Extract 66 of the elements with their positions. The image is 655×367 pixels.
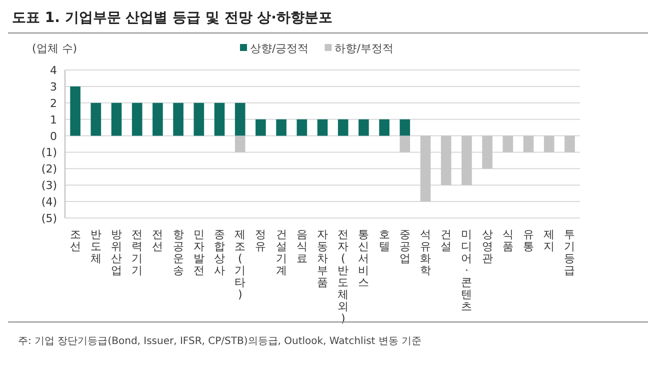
y-tick-label: 1: [50, 113, 57, 126]
x-tick-label: 방위산업: [111, 228, 122, 277]
x-tick-label: 민자발전: [193, 228, 204, 277]
bar: [564, 136, 575, 152]
bar: [90, 102, 102, 136]
x-tick-label: 전선: [152, 228, 164, 253]
bar: [358, 119, 369, 136]
y-tick-label: 4: [50, 64, 57, 77]
x-tick-label: 정유: [255, 228, 266, 253]
bar: [234, 102, 246, 136]
y-tick-label: (5): [41, 212, 57, 225]
bar: [482, 136, 492, 169]
y-tick-label: 0: [50, 130, 57, 143]
x-tick-label: 종합상사: [214, 228, 225, 277]
bar: [214, 102, 225, 136]
bar: [256, 119, 266, 136]
x-tick-label: 호텔: [378, 228, 390, 253]
y-axis-title: (업체 수): [32, 42, 78, 55]
y-tick-label: (2): [41, 162, 57, 176]
bar: [523, 136, 534, 152]
x-tick-label: 투기등급: [564, 228, 576, 277]
x-tick-label: 건설: [440, 228, 452, 253]
x-tick-label: 제지: [544, 228, 555, 253]
y-tick-label: 3: [50, 80, 57, 94]
bar: [296, 119, 308, 136]
x-tick-label: 항공운송: [172, 228, 184, 277]
chart-title: 도표 1. 기업부문 산업별 등급 및 전망 상·하향분포: [12, 10, 332, 26]
x-tick-label: 건설기계: [276, 228, 287, 277]
x-tick-label: 중공업: [399, 228, 410, 265]
legend-label: 하향/부정적: [334, 42, 394, 55]
x-tick-label: 석유화학: [420, 228, 431, 277]
bar: [400, 119, 410, 136]
bar: [276, 119, 286, 136]
bar: [111, 102, 122, 136]
bar: [152, 102, 163, 136]
bar: [173, 102, 184, 136]
x-tick-label: 조선: [70, 228, 81, 253]
bar: [544, 136, 554, 152]
bar: [317, 119, 328, 136]
bar: [132, 102, 142, 136]
bar: [194, 102, 204, 136]
bar: [502, 136, 514, 152]
x-tick-label: 식품: [502, 228, 514, 253]
x-tick-label: 유통: [523, 228, 534, 253]
x-tick-label: 전력기기: [132, 228, 143, 277]
x-tick-label: 상영관: [482, 228, 493, 265]
x-tick-label: 반도체: [90, 228, 102, 265]
y-tick-label: 2: [50, 96, 57, 110]
bar: [400, 136, 410, 152]
x-tick-label: 미디어·콘텐츠: [461, 228, 472, 313]
text: 주: 기업 장단기등급(Bond, Issuer, IFSR, CP/STB)의등급, Outlook, Watchlist 변동 기준: [18, 336, 422, 347]
y-tick-label: (1): [41, 146, 57, 160]
bar: [462, 136, 472, 186]
legend-label: 상향/긍정적: [250, 42, 309, 55]
bar: [379, 119, 390, 136]
x-tick-label: 음식료: [296, 228, 308, 265]
bar: [420, 136, 431, 202]
y-tick-label: (3): [41, 179, 57, 192]
x-tick-label: 자동차부품: [317, 228, 328, 289]
bar: [234, 136, 246, 152]
x-tick-label: 제조(기타): [234, 228, 246, 301]
y-tick-label: (4): [41, 196, 57, 209]
bar: [440, 136, 452, 186]
x-tick-label: 통신서비스: [358, 228, 370, 289]
bar: [338, 119, 348, 136]
bar: [70, 86, 80, 136]
